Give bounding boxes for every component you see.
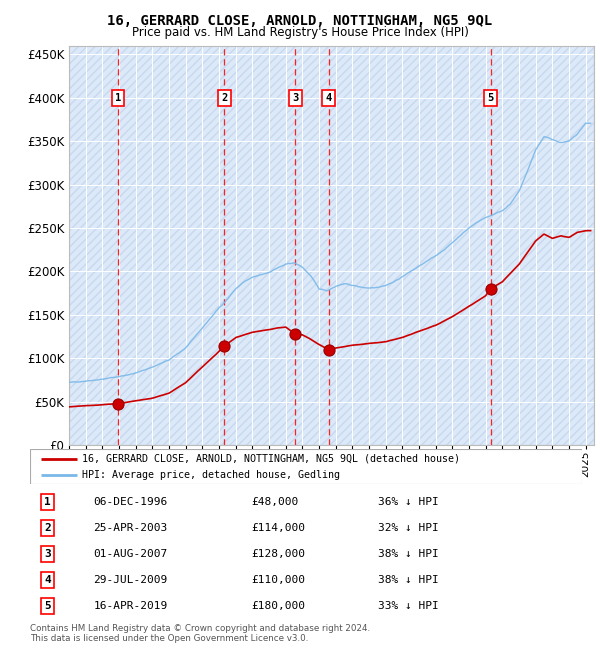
Text: 29-JUL-2009: 29-JUL-2009: [94, 575, 168, 585]
Text: £110,000: £110,000: [251, 575, 305, 585]
Text: 32% ↓ HPI: 32% ↓ HPI: [378, 523, 439, 533]
Text: 1: 1: [44, 497, 51, 507]
Text: Price paid vs. HM Land Registry's House Price Index (HPI): Price paid vs. HM Land Registry's House …: [131, 26, 469, 39]
Text: 06-DEC-1996: 06-DEC-1996: [94, 497, 168, 507]
Text: 2: 2: [221, 93, 227, 103]
Text: 16, GERRARD CLOSE, ARNOLD, NOTTINGHAM, NG5 9QL (detached house): 16, GERRARD CLOSE, ARNOLD, NOTTINGHAM, N…: [82, 454, 460, 463]
Text: £128,000: £128,000: [251, 549, 305, 559]
Text: 1: 1: [115, 93, 121, 103]
Text: 33% ↓ HPI: 33% ↓ HPI: [378, 601, 439, 611]
Text: 5: 5: [487, 93, 494, 103]
Text: 3: 3: [292, 93, 298, 103]
Text: 4: 4: [325, 93, 332, 103]
Text: £114,000: £114,000: [251, 523, 305, 533]
Text: 16-APR-2019: 16-APR-2019: [94, 601, 168, 611]
Text: 25-APR-2003: 25-APR-2003: [94, 523, 168, 533]
Text: 2: 2: [44, 523, 51, 533]
Text: 36% ↓ HPI: 36% ↓ HPI: [378, 497, 439, 507]
Text: Contains HM Land Registry data © Crown copyright and database right 2024.
This d: Contains HM Land Registry data © Crown c…: [30, 624, 370, 644]
Text: 4: 4: [44, 575, 51, 585]
Text: HPI: Average price, detached house, Gedling: HPI: Average price, detached house, Gedl…: [82, 471, 340, 480]
FancyBboxPatch shape: [30, 448, 582, 484]
Text: £48,000: £48,000: [251, 497, 298, 507]
Text: 3: 3: [44, 549, 51, 559]
Text: 38% ↓ HPI: 38% ↓ HPI: [378, 549, 439, 559]
Text: 01-AUG-2007: 01-AUG-2007: [94, 549, 168, 559]
Text: £180,000: £180,000: [251, 601, 305, 611]
Text: 16, GERRARD CLOSE, ARNOLD, NOTTINGHAM, NG5 9QL: 16, GERRARD CLOSE, ARNOLD, NOTTINGHAM, N…: [107, 14, 493, 29]
Text: 38% ↓ HPI: 38% ↓ HPI: [378, 575, 439, 585]
Text: 5: 5: [44, 601, 51, 611]
